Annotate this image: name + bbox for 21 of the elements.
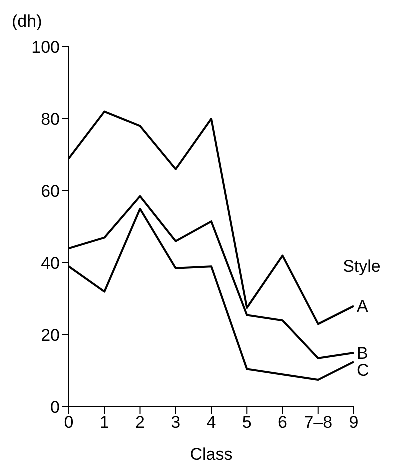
x-tick-label: 5 <box>242 413 252 432</box>
x-tick-label: 9 <box>349 413 359 432</box>
legend-title: Style <box>343 257 381 276</box>
x-tick-label: 1 <box>100 413 110 432</box>
y-tick-label: 20 <box>41 326 60 346</box>
series-label: C <box>357 361 370 380</box>
y-tick-label: 80 <box>41 110 60 130</box>
x-tick-label: 2 <box>136 413 145 432</box>
y-tick-label: 100 <box>32 38 60 58</box>
y-axis-title: (dh) <box>12 12 42 32</box>
series-label: A <box>357 297 369 316</box>
x-tick-label: 4 <box>206 413 216 432</box>
y-tick-label: 0 <box>50 398 60 418</box>
x-tick-label: 0 <box>64 413 74 432</box>
x-tick-label: 7–8 <box>304 413 333 432</box>
x-tick-label: 6 <box>278 413 288 432</box>
x-axis-title: Class <box>189 445 234 465</box>
y-tick-label: 40 <box>41 254 60 274</box>
y-tick-label: 60 <box>41 182 60 202</box>
x-tick-label: 3 <box>171 413 181 432</box>
series-label: B <box>357 344 368 363</box>
